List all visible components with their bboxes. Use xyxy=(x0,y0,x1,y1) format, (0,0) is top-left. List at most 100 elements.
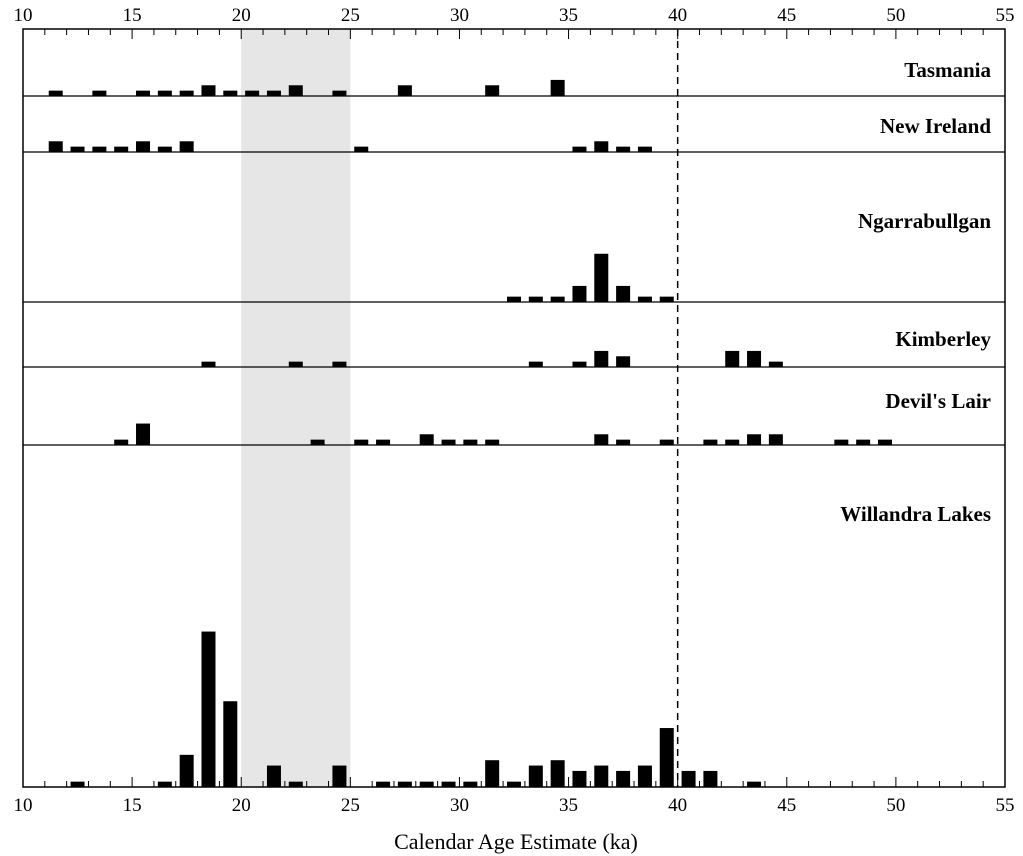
panel-0-bars xyxy=(48,79,565,96)
tick-label-bottom-10: 10 xyxy=(14,795,33,816)
bar-panel-5-18 xyxy=(594,765,609,787)
panel-1-bars xyxy=(48,141,652,152)
bar-panel-3-2 xyxy=(332,361,347,367)
shaded-region xyxy=(241,29,351,787)
bar-panel-4-4 xyxy=(376,439,391,445)
panel-label-5: Willandra Lakes xyxy=(840,502,991,526)
bar-panel-0-0 xyxy=(48,90,63,96)
bar-panel-3-3 xyxy=(528,361,543,367)
bar-panel-4-18 xyxy=(877,439,892,445)
bar-panel-1-1 xyxy=(70,146,85,152)
bar-panel-0-11 xyxy=(397,85,412,96)
bar-panel-1-2 xyxy=(92,146,107,152)
panel-5-bars xyxy=(70,631,762,787)
bar-panel-5-21 xyxy=(659,728,674,787)
bar-panel-5-14 xyxy=(507,781,521,787)
bar-panel-0-2 xyxy=(136,90,151,96)
tick-label-top-15: 15 xyxy=(123,5,142,26)
bar-panel-2-7 xyxy=(659,296,674,302)
tick-label-bottom-50: 50 xyxy=(886,795,905,816)
bar-panel-3-8 xyxy=(747,350,762,367)
bar-panel-4-2 xyxy=(310,439,325,445)
bar-panel-1-4 xyxy=(136,141,151,152)
bar-panel-4-1 xyxy=(136,423,151,445)
bar-panel-4-9 xyxy=(594,434,609,445)
panel-4-bars xyxy=(114,423,892,445)
bars-layer xyxy=(48,79,892,787)
panel-label-4: Devil's Lair xyxy=(885,389,991,413)
bar-panel-0-13 xyxy=(550,79,565,96)
bar-panel-5-19 xyxy=(616,770,631,787)
bar-panel-5-3 xyxy=(201,631,216,787)
panel-2-bars xyxy=(507,253,674,302)
bar-panel-0-4 xyxy=(179,90,194,96)
bar-panel-3-6 xyxy=(616,356,631,367)
tick-label-bottom-20: 20 xyxy=(232,795,251,816)
tick-label-bottom-25: 25 xyxy=(341,795,360,816)
shaded-region-layer xyxy=(241,29,351,787)
bar-panel-4-10 xyxy=(616,439,631,445)
bar-panel-4-17 xyxy=(856,439,871,445)
bar-panel-5-7 xyxy=(332,765,347,787)
bar-panel-4-7 xyxy=(463,439,478,445)
bar-panel-4-15 xyxy=(768,434,783,445)
tick-label-bottom-40: 40 xyxy=(668,795,687,816)
tick-label-bottom-45: 45 xyxy=(777,795,796,816)
bar-panel-1-10 xyxy=(616,146,631,152)
bar-panel-5-4 xyxy=(223,701,238,787)
bar-panel-0-8 xyxy=(266,90,281,96)
plot-frame xyxy=(22,28,1006,788)
bar-panel-5-11 xyxy=(441,781,456,787)
tick-label-bottom-15: 15 xyxy=(123,795,142,816)
bar-panel-3-0 xyxy=(201,361,216,367)
tick-label-top-40: 40 xyxy=(668,5,687,26)
bar-panel-0-5 xyxy=(201,85,216,96)
bar-panel-2-3 xyxy=(572,285,587,302)
tick-label-top-30: 30 xyxy=(450,5,469,26)
tick-label-top-35: 35 xyxy=(559,5,578,26)
bar-panel-0-3 xyxy=(157,90,172,96)
bar-panel-0-9 xyxy=(288,85,303,96)
bar-panel-4-13 xyxy=(725,439,740,445)
bar-panel-5-20 xyxy=(637,765,652,787)
bar-panel-5-15 xyxy=(528,765,543,787)
bar-panel-3-1 xyxy=(288,361,303,367)
tick-label-bottom-55: 55 xyxy=(996,795,1015,816)
bar-panel-2-6 xyxy=(637,296,652,302)
bar-panel-2-0 xyxy=(507,296,521,302)
bar-panel-5-13 xyxy=(485,760,500,787)
panel-label-3: Kimberley xyxy=(895,327,991,351)
bar-panel-4-3 xyxy=(354,439,369,445)
bar-panel-5-23 xyxy=(703,770,718,787)
bar-panel-4-16 xyxy=(834,439,849,445)
bar-panel-5-17 xyxy=(572,770,587,787)
bar-panel-2-5 xyxy=(616,285,631,302)
bar-panel-5-24 xyxy=(747,781,762,787)
bar-panel-3-7 xyxy=(725,350,740,367)
bar-panel-0-1 xyxy=(92,90,107,96)
bar-panel-3-9 xyxy=(768,361,783,367)
panel-3-bars xyxy=(201,350,783,367)
text-layer: Tasmania New Ireland Ngarrabullgan Kimberle… xyxy=(14,5,1015,816)
bar-panel-0-12 xyxy=(485,85,500,96)
bar-panel-5-2 xyxy=(179,754,194,787)
bar-panel-2-4 xyxy=(594,253,609,302)
bar-panel-5-16 xyxy=(550,760,565,787)
bar-panel-0-10 xyxy=(332,90,347,96)
bar-panel-2-2 xyxy=(550,296,565,302)
bar-panel-1-11 xyxy=(637,146,652,152)
bar-panel-5-22 xyxy=(681,770,696,787)
bar-panel-1-3 xyxy=(114,146,129,152)
bar-panel-3-5 xyxy=(594,350,609,367)
bar-panel-4-8 xyxy=(485,439,500,445)
tick-label-top-45: 45 xyxy=(777,5,796,26)
bar-panel-1-0 xyxy=(48,141,63,152)
bar-panel-4-0 xyxy=(114,439,129,445)
tick-label-bottom-30: 30 xyxy=(450,795,469,816)
bar-panel-5-6 xyxy=(288,781,303,787)
bar-panel-0-7 xyxy=(245,90,260,96)
bar-panel-5-8 xyxy=(376,781,391,787)
bar-panel-4-5 xyxy=(419,434,434,445)
bar-panel-4-12 xyxy=(703,439,718,445)
panel-label-1: New Ireland xyxy=(880,114,991,138)
